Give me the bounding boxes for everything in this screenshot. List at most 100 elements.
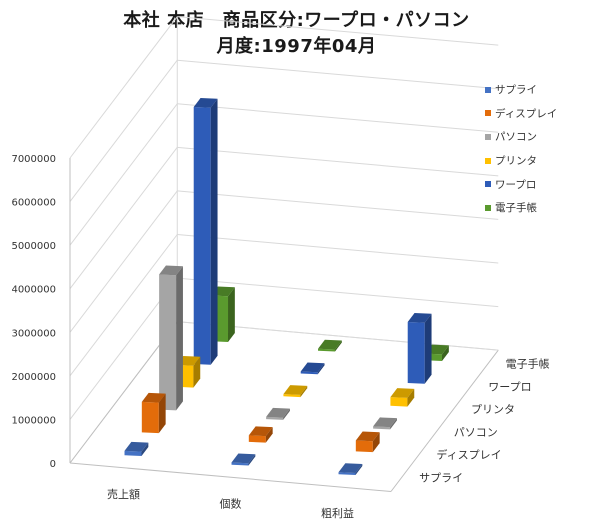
bar xyxy=(266,407,290,420)
bar-side-face xyxy=(300,385,308,398)
bar-top-face xyxy=(300,362,325,373)
depth-tick-label: パソコン xyxy=(454,426,498,439)
bar xyxy=(338,463,363,475)
bar-top-face xyxy=(318,339,342,350)
bar-top-face xyxy=(373,417,397,428)
x-tick-label: 売上額 xyxy=(107,488,140,501)
bar xyxy=(231,453,256,466)
gridline xyxy=(69,16,178,159)
legend-item: プリンタ xyxy=(485,149,585,173)
bar-front-face xyxy=(338,472,356,475)
gridline xyxy=(69,190,178,333)
bar-front-face xyxy=(300,371,318,375)
legend-label: ワープロ xyxy=(495,178,537,191)
bar-front-face xyxy=(248,435,266,443)
bar-top-face xyxy=(338,463,363,473)
legend-item: ディスプレイ xyxy=(485,102,585,126)
bar xyxy=(373,417,397,430)
legend-label: サプライ xyxy=(495,84,537,97)
bar-side-face xyxy=(317,363,325,375)
bar-side-face xyxy=(193,356,201,388)
bar xyxy=(124,441,149,456)
bar-side-face xyxy=(283,408,290,420)
bar-side-face xyxy=(210,98,218,365)
depth-axis-line xyxy=(390,349,499,492)
bar xyxy=(159,265,183,411)
gridline xyxy=(69,234,178,377)
bar xyxy=(407,313,432,384)
depth-tick-label: プリンタ xyxy=(471,403,515,416)
bar xyxy=(141,392,166,434)
bar-front-face xyxy=(266,416,284,420)
bar-side-face xyxy=(228,287,235,342)
bar-top-face xyxy=(355,431,380,442)
bar-side-face xyxy=(442,345,449,361)
y-tick-label: 0 xyxy=(50,459,56,470)
bar-top-face xyxy=(124,441,149,452)
legend-label: プリンタ xyxy=(495,155,537,168)
bar-side-face xyxy=(424,313,432,384)
depth-tick-label: ディスプレイ xyxy=(436,448,501,462)
bar-side-face xyxy=(141,442,149,456)
bar-side-face xyxy=(372,432,380,453)
legend-item: サプライ xyxy=(485,78,585,102)
depth-tick-label: ワープロ xyxy=(488,380,531,393)
y-tick-label: 3000000 xyxy=(11,328,56,339)
bar-front-face xyxy=(159,274,177,411)
bar-top-face xyxy=(159,265,183,276)
bar-front-face xyxy=(231,462,249,466)
y-tick-label: 1000000 xyxy=(11,415,56,426)
bar-top-face xyxy=(407,313,432,323)
bar-top-face xyxy=(193,97,218,108)
legend-swatch xyxy=(485,181,491,188)
bar-top-face xyxy=(390,388,415,398)
legend-label: パソコン xyxy=(495,131,537,144)
bar-top-face xyxy=(231,453,256,464)
legend-swatch xyxy=(485,133,491,140)
bar-side-face xyxy=(248,454,256,466)
bar-front-face xyxy=(318,348,336,352)
legend-swatch xyxy=(485,204,491,211)
chart-title: 本社 本店 商品区分:ワープロ・パソコン xyxy=(123,10,470,31)
bar xyxy=(300,362,325,375)
bar xyxy=(355,431,380,453)
gridline xyxy=(69,147,178,290)
bar-front-face xyxy=(390,397,408,407)
legend-item: パソコン xyxy=(485,125,585,149)
legend-swatch xyxy=(485,110,491,117)
gridline xyxy=(177,233,499,264)
y-tick-label: 2000000 xyxy=(11,372,56,383)
depth-tick-label: サプライ xyxy=(419,472,463,485)
bar-top-face xyxy=(141,392,166,403)
y-tick-label: 6000000 xyxy=(11,198,56,209)
legend-item: 電子手帳 xyxy=(485,196,585,220)
chart-legend: サプライディスプレイパソコンプリンタワープロ電子手帳 xyxy=(485,78,585,220)
y-tick-label: 4000000 xyxy=(11,285,56,296)
bar-front-face xyxy=(124,450,142,456)
bar-side-face xyxy=(176,266,183,411)
bar-front-face xyxy=(407,322,425,384)
legend-swatch xyxy=(485,86,491,93)
bar-front-face xyxy=(355,440,373,453)
bar-side-face xyxy=(335,340,342,352)
legend-swatch xyxy=(485,157,491,164)
bar xyxy=(248,426,273,443)
y-tick-label: 5000000 xyxy=(11,241,56,252)
x-axis-line xyxy=(69,462,392,492)
x-tick-label: 個数 xyxy=(220,497,242,510)
bar-top-face xyxy=(266,407,290,418)
bar-side-face xyxy=(355,463,363,475)
gridline xyxy=(69,59,178,202)
bar-side-face xyxy=(265,427,273,443)
bar-side-face xyxy=(390,418,397,430)
bar-front-face xyxy=(373,426,391,430)
gridline xyxy=(177,59,499,90)
bar-side-face xyxy=(407,388,415,407)
legend-label: 電子手帳 xyxy=(495,202,537,215)
bar-side-face xyxy=(158,393,166,434)
gridline xyxy=(177,277,499,308)
gridline xyxy=(177,16,499,46)
depth-tick-label: 電子手帳 xyxy=(506,357,550,371)
